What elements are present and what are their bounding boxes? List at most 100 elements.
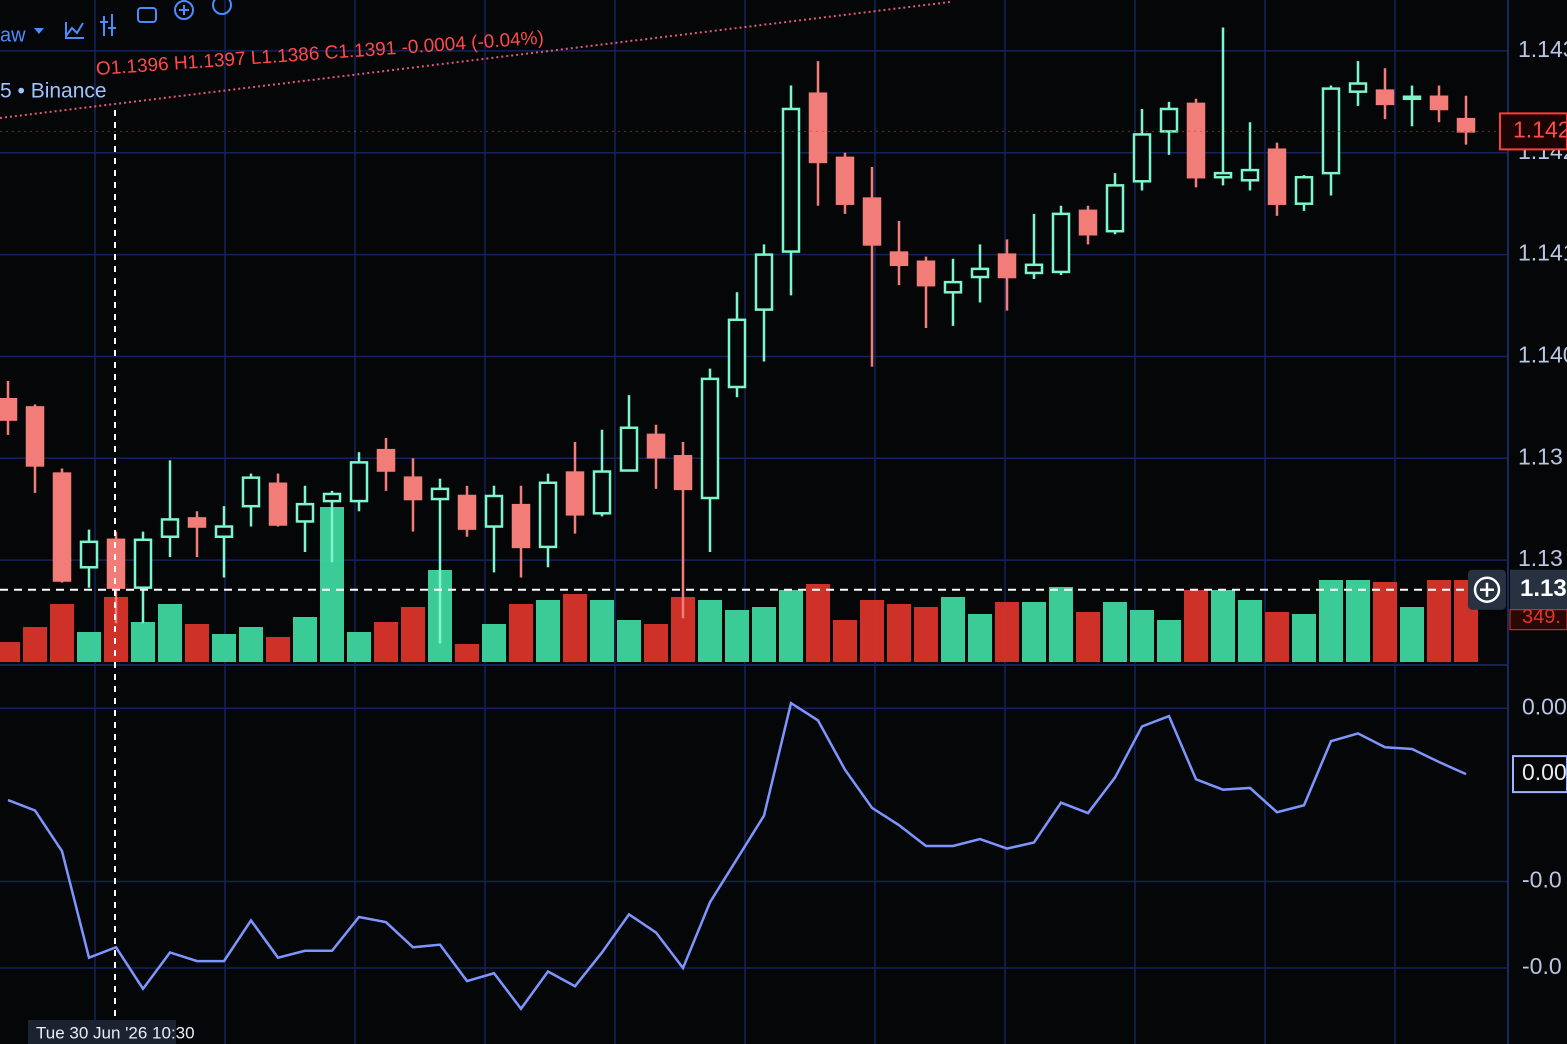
- volume-bar: [590, 600, 614, 662]
- candle-body: [484, 494, 504, 528]
- volume-bar: [239, 627, 263, 662]
- candle-body: [781, 107, 801, 253]
- candle-body: [511, 503, 531, 549]
- volume-bar: [23, 627, 47, 662]
- volume-bar: [455, 644, 479, 662]
- volume-bar: [1103, 602, 1127, 662]
- volume-bar: [1346, 580, 1370, 662]
- volume-bar: [887, 604, 911, 662]
- volume-bar: [50, 604, 74, 662]
- volume-bar: [698, 600, 722, 662]
- volume-bar: [914, 607, 938, 662]
- candle-body: [1402, 95, 1422, 101]
- candle-body: [889, 251, 909, 267]
- volume-bar: [1319, 580, 1343, 662]
- volume-bar: [1427, 580, 1451, 662]
- volume-bar: [833, 620, 857, 662]
- add-icon[interactable]: [174, 0, 194, 20]
- plot: [0, 27, 1508, 1020]
- volume-bar: [0, 642, 20, 662]
- candle-body: [1105, 184, 1125, 233]
- candle-body: [1348, 82, 1368, 93]
- volume-bar: [644, 624, 668, 662]
- candle-body: [187, 517, 207, 528]
- candle-body: [592, 470, 612, 515]
- volume-bar: [266, 637, 290, 662]
- volume-bar: [1157, 620, 1181, 662]
- crosshair-price-box: [1510, 569, 1567, 610]
- volume-bar: [1292, 614, 1316, 662]
- volume-bar: [131, 622, 155, 662]
- candle-body: [214, 525, 234, 538]
- candle-body: [1375, 89, 1395, 106]
- candle-body: [1024, 263, 1044, 275]
- volume-bar: [779, 590, 803, 662]
- interval-menu[interactable]: aw: [0, 24, 26, 46]
- oscillator-last-box: [1512, 755, 1567, 794]
- indicator-icon[interactable]: [65, 22, 84, 39]
- oscillator-tick-label: 0.00: [1522, 693, 1567, 719]
- alert-icon[interactable]: [212, 0, 232, 15]
- candle-body: [1186, 102, 1206, 179]
- candle-body: [1213, 171, 1233, 179]
- volume-bar: [995, 602, 1019, 662]
- candle-body: [538, 481, 558, 549]
- price-axis: 1.143 1.142 1.141 1.140 1.13 1.13 0.00 -0.0 -0.0…: [1468, 36, 1567, 979]
- candle-body: [808, 92, 828, 164]
- candle-body: [79, 540, 99, 569]
- y-tick-label: 1.143: [1518, 36, 1567, 62]
- time-label-box: [28, 1020, 176, 1044]
- candle-body: [916, 260, 936, 287]
- candle-body: [835, 156, 855, 205]
- volume-bar: [1265, 612, 1289, 662]
- compare-icon[interactable]: [100, 14, 116, 36]
- volume-bar: [374, 622, 398, 662]
- candle-body: [970, 267, 990, 279]
- candle-body: [322, 492, 342, 503]
- candle-body: [295, 502, 315, 523]
- candle-body: [457, 494, 477, 530]
- candle-body: [349, 461, 369, 503]
- last-price-box: [1499, 112, 1567, 151]
- candle-body: [430, 487, 450, 501]
- volume-bar: [1400, 607, 1424, 662]
- y-tick-label: 1.140: [1518, 342, 1567, 368]
- volume-bar: [212, 634, 236, 662]
- volume-bar: [185, 624, 209, 662]
- candle-body: [997, 253, 1017, 279]
- y-tick-label: 1.13: [1518, 545, 1563, 571]
- volume-label-box: [1509, 609, 1567, 631]
- candle-body: [727, 318, 747, 389]
- candle-body: [565, 471, 585, 516]
- toolbar-icons: [65, 0, 232, 39]
- candle-body: [106, 538, 126, 589]
- candle-body: [52, 472, 72, 582]
- candle-body: [862, 197, 882, 246]
- volume-bar: [347, 632, 371, 662]
- candle-body: [1132, 133, 1152, 183]
- add-alert-icon[interactable]: [1473, 576, 1501, 603]
- candle-body: [25, 406, 45, 467]
- volume-bar: [158, 604, 182, 662]
- last-price: 1.142: [1513, 116, 1567, 142]
- volume-bar: [509, 604, 533, 662]
- candle-body: [403, 476, 423, 501]
- volume-bar: [563, 594, 587, 662]
- volume-bar: [941, 597, 965, 662]
- candle-body: [619, 426, 639, 472]
- volume-bar: [860, 600, 884, 662]
- candle-body: [1267, 148, 1287, 205]
- candle-body: [1051, 212, 1071, 274]
- volume-bar: [1130, 610, 1154, 662]
- dropdown-icon[interactable]: [34, 28, 44, 34]
- symbol-legend[interactable]: 5 • Binance: [0, 80, 107, 103]
- volume-label: 349.: [1522, 606, 1561, 628]
- snapshot-icon[interactable]: [137, 7, 157, 23]
- volume-bar: [401, 607, 425, 662]
- volume-bar: [1184, 590, 1208, 662]
- volume-bar: [1238, 600, 1262, 662]
- candle-body: [1159, 107, 1179, 133]
- candle-body: [0, 397, 18, 421]
- candle-body: [1294, 175, 1314, 205]
